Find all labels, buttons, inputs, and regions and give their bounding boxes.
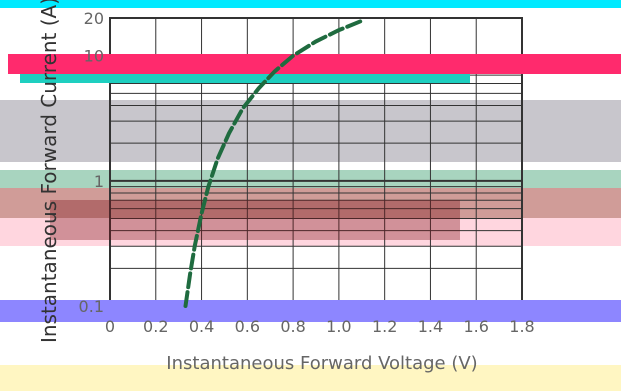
x-tick-label-8: 1.6	[463, 317, 488, 336]
band-top-cyan	[0, 0, 621, 8]
x-tick-label-6: 1.2	[372, 317, 397, 336]
x-tick-label-7: 1.4	[418, 317, 443, 336]
x-tick-label-3: 0.6	[235, 317, 260, 336]
band-violet	[0, 300, 621, 322]
band-magenta	[8, 54, 621, 74]
y-tick-label-3: 20	[84, 9, 104, 28]
y-tick-label-1: 1	[94, 172, 104, 191]
x-tick-label-9: 1.8	[509, 317, 534, 336]
y-tick-label-2: 10	[84, 47, 104, 66]
y-axis-label: Instantaneous Forward Current (A)	[37, 0, 61, 343]
x-tick-label-0: 0	[105, 317, 115, 336]
band-dark-red	[50, 200, 460, 240]
tick-labels: 0 0.2 0.4 0.6 0.8 1.0 1.2 1.4 1.6 1.8 0.1 1 10 20	[79, 9, 535, 336]
x-tick-label-5: 1.0	[326, 317, 351, 336]
band-gray	[0, 100, 621, 162]
y-tick-label-0: 0.1	[79, 297, 104, 316]
series-layer	[183, 18, 364, 308]
band-pink	[0, 218, 621, 246]
overlay-bands	[0, 54, 621, 322]
band-teal	[20, 74, 470, 83]
band-bottom-cream	[0, 365, 621, 391]
x-axis-label: Instantaneous Forward Voltage (V)	[166, 353, 477, 374]
x-tick-label-1: 0.2	[143, 317, 168, 336]
series-line-0	[183, 18, 364, 308]
band-mint	[0, 170, 621, 188]
x-tick-label-2: 0.4	[189, 317, 214, 336]
x-tick-label-4: 0.8	[280, 317, 305, 336]
